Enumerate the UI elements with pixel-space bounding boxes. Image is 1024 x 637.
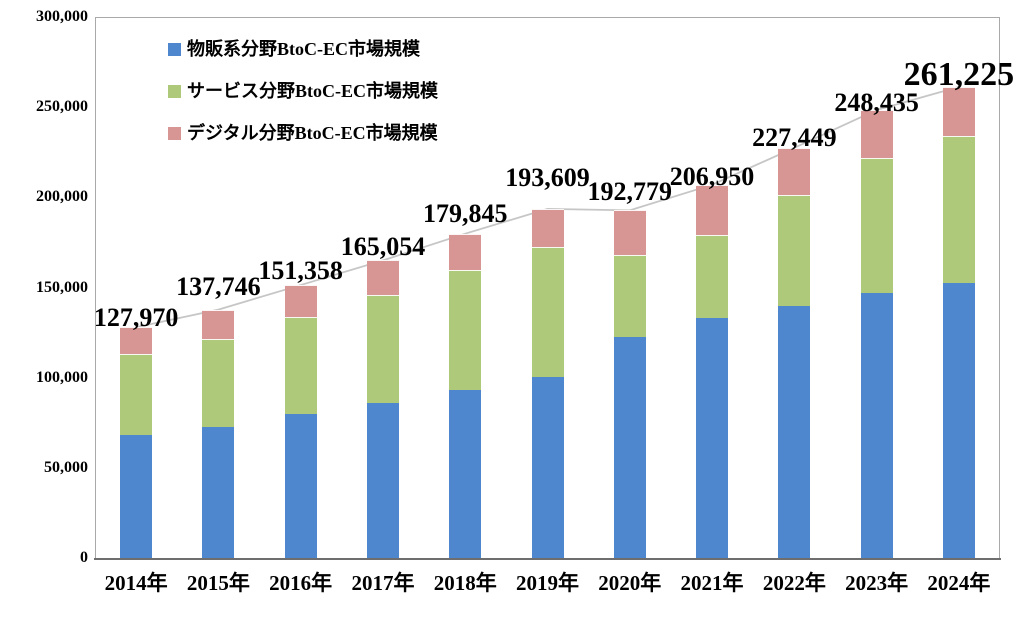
legend-swatch-digital-icon xyxy=(168,126,181,140)
segment-service-2014 xyxy=(120,354,153,436)
segment-physical-2015 xyxy=(202,427,235,558)
total-label-2024: 261,225 xyxy=(903,56,1015,94)
y-tick-200000: 200,000 xyxy=(36,188,88,206)
total-label-2018: 179,845 xyxy=(422,198,508,228)
total-label-2016: 151,358 xyxy=(258,256,343,286)
y-tick-150000: 150,000 xyxy=(36,278,88,296)
x-tick-2015: 2015年 xyxy=(186,571,250,595)
segment-service-2024 xyxy=(942,135,975,284)
segment-service-2023 xyxy=(860,157,893,294)
legend-label-physical: 物販系分野BtoC-EC市場規模 xyxy=(187,39,420,59)
x-tick-2024: 2024年 xyxy=(927,571,991,595)
segment-digital-2014 xyxy=(120,327,153,355)
segment-physical-2019 xyxy=(531,376,564,558)
segment-physical-2022 xyxy=(778,305,811,558)
segment-digital-2018 xyxy=(449,233,482,271)
segment-digital-2016 xyxy=(284,285,317,318)
legend-swatch-service-icon xyxy=(168,84,181,98)
total-label-2017: 165,054 xyxy=(340,231,426,261)
segment-digital-2023 xyxy=(860,109,893,158)
plot-area xyxy=(95,17,1000,558)
segment-physical-2014 xyxy=(120,435,153,558)
segment-physical-2024 xyxy=(942,283,975,558)
x-tick-2020: 2020年 xyxy=(598,571,662,595)
segment-service-2017 xyxy=(366,295,399,403)
total-label-2023: 248,435 xyxy=(834,88,919,118)
total-label-2020: 192,779 xyxy=(587,176,673,206)
x-tick-2023: 2023年 xyxy=(845,571,909,595)
x-tick-2019: 2019年 xyxy=(516,571,579,595)
legend-item-service: サービス分野BtoC-EC市場規模 xyxy=(168,82,438,100)
x-tick-2014: 2014年 xyxy=(104,571,168,595)
y-tick-300000: 300,000 xyxy=(36,8,88,25)
segment-digital-2017 xyxy=(366,260,399,296)
total-label-2022: 227,449 xyxy=(752,123,837,153)
segment-physical-2021 xyxy=(696,318,729,558)
total-label-2021: 206,950 xyxy=(669,162,755,192)
segment-digital-2021 xyxy=(696,184,729,235)
y-tick-100000: 100,000 xyxy=(36,368,88,386)
legend-item-physical: 物販系分野BtoC-EC市場規模 xyxy=(168,40,420,58)
segment-service-2016 xyxy=(284,317,317,414)
x-tick-2016: 2016年 xyxy=(269,571,333,595)
segment-physical-2017 xyxy=(366,402,399,558)
segment-digital-2024 xyxy=(942,86,975,136)
segment-service-2019 xyxy=(531,247,564,377)
segment-physical-2016 xyxy=(284,413,317,558)
y-tick-250000: 250,000 xyxy=(36,98,88,116)
segment-service-2015 xyxy=(202,339,235,428)
segment-service-2022 xyxy=(778,194,811,306)
x-axis-line xyxy=(94,558,1001,560)
total-label-2019: 193,609 xyxy=(505,163,590,193)
total-label-2014: 127,970 xyxy=(93,302,179,332)
legend-label-digital: デジタル分野BtoC-EC市場規模 xyxy=(187,123,438,143)
y-tick-50000: 50,000 xyxy=(44,458,88,476)
segment-service-2020 xyxy=(613,254,646,338)
x-tick-2018: 2018年 xyxy=(433,571,497,595)
x-tick-2021: 2021年 xyxy=(680,571,744,595)
legend-label-service: サービス分野BtoC-EC市場規模 xyxy=(187,81,438,101)
y-tick-0: 0 xyxy=(80,549,88,566)
legend-swatch-physical-icon xyxy=(168,42,181,56)
segment-digital-2022 xyxy=(778,147,811,195)
segment-physical-2023 xyxy=(860,293,893,558)
segment-service-2018 xyxy=(449,270,482,391)
segment-digital-2015 xyxy=(202,309,235,340)
x-tick-2017: 2017年 xyxy=(351,571,415,595)
x-tick-2022: 2022年 xyxy=(762,571,826,595)
segment-digital-2020 xyxy=(613,210,646,255)
legend-item-digital: デジタル分野BtoC-EC市場規模 xyxy=(168,124,438,142)
total-label-2015: 137,746 xyxy=(176,271,261,301)
segment-service-2021 xyxy=(696,234,729,319)
segment-digital-2019 xyxy=(531,208,564,248)
segment-physical-2018 xyxy=(449,390,482,558)
segment-physical-2020 xyxy=(613,337,646,558)
